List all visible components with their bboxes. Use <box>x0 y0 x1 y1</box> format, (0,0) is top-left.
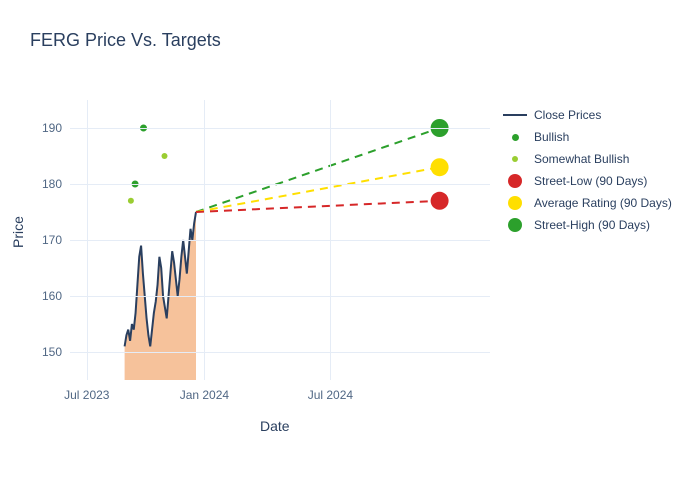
somewhat-bullish-dot <box>162 153 168 159</box>
legend: Close Prices Bullish Somewhat Bullish Stree… <box>500 105 672 237</box>
gridline-h <box>70 296 490 297</box>
y-tick-label: 160 <box>42 289 62 303</box>
y-tick-label: 190 <box>42 121 62 135</box>
legend-item-street-high[interactable]: Street-High (90 Days) <box>500 215 672 235</box>
chart-container: FERG Price Vs. Targets Price Date 150160… <box>0 0 700 500</box>
legend-swatch <box>500 218 530 232</box>
legend-swatch <box>500 134 530 141</box>
legend-item-bullish[interactable]: Bullish <box>500 127 672 147</box>
chart-title: FERG Price Vs. Targets <box>30 30 221 51</box>
legend-item-close-prices[interactable]: Close Prices <box>500 105 672 125</box>
street-low-target-line <box>196 201 440 212</box>
legend-item-street-low[interactable]: Street-Low (90 Days) <box>500 171 672 191</box>
legend-swatch <box>500 174 530 188</box>
gridline-h <box>70 128 490 129</box>
gridline-h <box>70 352 490 353</box>
street-low-target-marker <box>431 192 449 210</box>
street-high-target-line <box>196 128 440 212</box>
average-rating-target-line <box>196 167 440 212</box>
legend-item-average-rating[interactable]: Average Rating (90 Days) <box>500 193 672 213</box>
gridline-v <box>87 100 88 380</box>
legend-label: Average Rating (90 Days) <box>534 196 672 210</box>
gridline-h <box>70 184 490 185</box>
legend-swatch <box>500 156 530 162</box>
x-axis-label: Date <box>260 418 290 434</box>
plot-area: 150160170180190Jul 2023Jan 2024Jul 2024 <box>70 100 490 380</box>
y-axis-label: Price <box>10 216 26 248</box>
legend-label: Close Prices <box>534 108 601 122</box>
gridline-v <box>330 100 331 380</box>
somewhat-bullish-dot <box>128 198 134 204</box>
gridline-h <box>70 240 490 241</box>
legend-label: Somewhat Bullish <box>534 152 629 166</box>
y-tick-label: 170 <box>42 233 62 247</box>
legend-label: Street-High (90 Days) <box>534 218 650 232</box>
x-tick-label: Jul 2024 <box>308 388 353 402</box>
gridline-v <box>204 100 205 380</box>
legend-label: Street-Low (90 Days) <box>534 174 647 188</box>
y-tick-label: 180 <box>42 177 62 191</box>
average-rating-target-marker <box>431 158 449 176</box>
legend-item-somewhat-bullish[interactable]: Somewhat Bullish <box>500 149 672 169</box>
x-tick-label: Jan 2024 <box>180 388 229 402</box>
x-tick-label: Jul 2023 <box>64 388 109 402</box>
legend-swatch <box>500 114 530 116</box>
legend-swatch <box>500 196 530 210</box>
legend-label: Bullish <box>534 130 569 144</box>
y-tick-label: 150 <box>42 345 62 359</box>
